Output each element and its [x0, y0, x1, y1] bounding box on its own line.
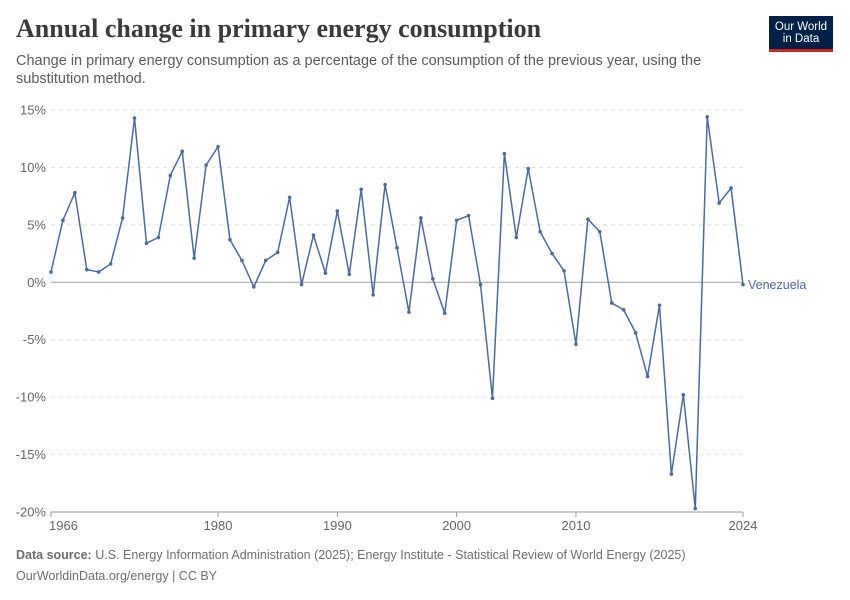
data-point: [586, 217, 590, 221]
data-point: [275, 250, 280, 255]
data-point: [156, 235, 161, 240]
data-point: [633, 331, 638, 335]
data-point: [490, 396, 495, 401]
y-tick-label: 0%: [27, 275, 46, 290]
data-point: [144, 241, 149, 246]
data-point: [657, 303, 662, 308]
y-tick-label: -15%: [16, 447, 47, 462]
data-point: [287, 195, 292, 200]
chart-title: Annual change in primary energy consumpt…: [16, 14, 542, 43]
data-point: [96, 270, 101, 274]
x-tick-label: 1966: [49, 518, 78, 533]
y-tick-label: -10%: [16, 390, 47, 405]
series-line-venezuela: [50, 116, 744, 510]
data-point: [263, 258, 268, 263]
data-point: [574, 342, 578, 347]
x-tick-label: 1980: [204, 518, 233, 533]
data-point: [609, 301, 614, 305]
source-url[interactable]: OurWorldinData.org/energy | CC BY: [16, 569, 218, 583]
data-point: [717, 201, 721, 205]
data-point: [562, 269, 566, 273]
data-point: [347, 272, 352, 277]
data-point: [252, 285, 256, 289]
data-point: [204, 163, 208, 167]
data-point: [502, 151, 507, 156]
data-point: [311, 233, 316, 237]
data-point: [478, 282, 483, 287]
data-source-label: Data source:: [16, 548, 92, 562]
data-source-text: U.S. Energy Information Administration (…: [95, 548, 686, 562]
data-point: [359, 187, 364, 192]
x-tick-label: 1990: [323, 518, 352, 533]
data-point: [371, 293, 375, 297]
data-point: [526, 166, 531, 171]
data-point: [407, 310, 411, 314]
data-point: [108, 262, 113, 266]
data-point: [442, 311, 447, 316]
data-point: [84, 267, 89, 272]
data-point: [645, 374, 650, 379]
data-point: [49, 270, 53, 274]
data-source: Data source: U.S. Energy Information Adm…: [16, 548, 686, 562]
data-point: [598, 229, 602, 234]
data-point: [395, 246, 399, 250]
y-tick-label: -20%: [16, 505, 47, 520]
data-point: [466, 213, 471, 218]
series-label: Venezuela: [748, 278, 806, 292]
x-tick-label: 2000: [442, 518, 471, 533]
data-point: [120, 216, 125, 220]
data-point: [61, 218, 65, 223]
data-point: [454, 218, 459, 223]
logo-line-1: Our World: [774, 20, 828, 33]
data-point: [299, 282, 304, 287]
data-point: [180, 149, 185, 154]
data-point: [669, 472, 674, 476]
data-point: [741, 282, 745, 287]
owid-logo[interactable]: Our World in Data: [769, 16, 833, 52]
data-point: [335, 209, 340, 213]
data-point: [240, 258, 244, 263]
data-point: [132, 116, 137, 120]
logo-line-2: in Data: [782, 32, 820, 45]
data-point: [621, 308, 626, 312]
data-point: [430, 277, 435, 281]
data-point: [168, 173, 173, 178]
y-tick-label: 5%: [27, 217, 46, 232]
x-tick-label: 2024: [729, 518, 758, 533]
data-point: [693, 506, 698, 511]
y-tick-label: 10%: [20, 160, 46, 175]
data-point: [681, 393, 686, 397]
data-point: [192, 256, 196, 260]
chart-subtitle: Change in primary energy consumption as …: [16, 53, 702, 87]
x-tick-label: 2010: [562, 518, 591, 533]
y-tick-label: -5%: [23, 332, 47, 347]
data-point: [73, 190, 77, 195]
data-point: [323, 271, 328, 275]
data-point: [383, 182, 387, 187]
data-point: [216, 144, 220, 149]
data-point: [550, 251, 554, 256]
data-point: [228, 237, 232, 242]
data-point: [729, 186, 733, 190]
data-point: [514, 235, 519, 240]
data-point: [538, 229, 542, 234]
data-point: [705, 115, 710, 119]
y-tick-label: 15%: [20, 103, 46, 118]
data-point: [419, 216, 423, 220]
